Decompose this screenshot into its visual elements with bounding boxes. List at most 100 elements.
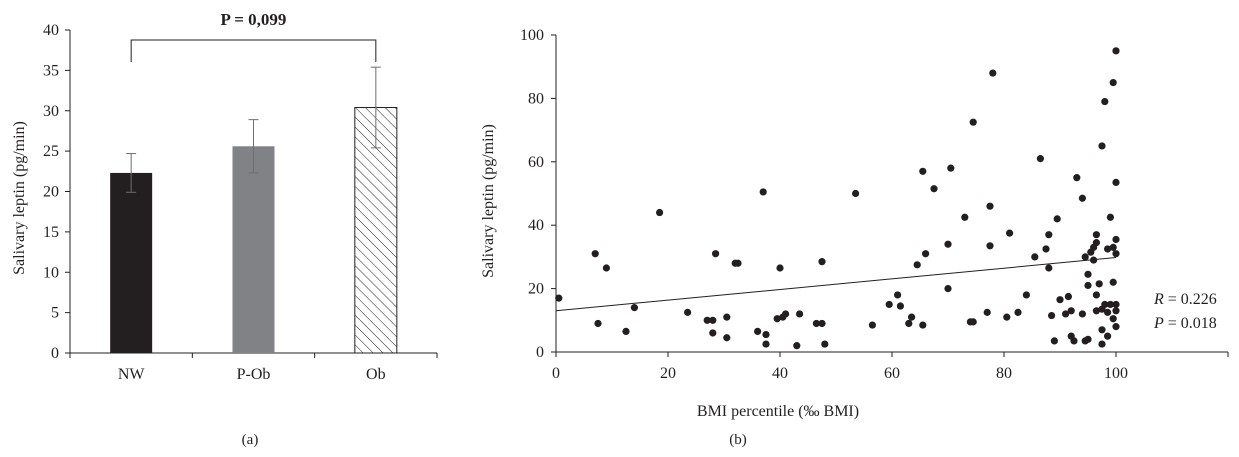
correlation-stats: R = 0.226 P = 0.018 [1153, 291, 1217, 332]
p-value: = 0.018 [1164, 315, 1217, 332]
x-tick-label: P-Ob [237, 366, 271, 383]
y-tick-label: 25 [43, 143, 59, 160]
data-point [1098, 326, 1106, 334]
y-tick-label: 10 [43, 264, 59, 281]
data-point [734, 259, 742, 267]
data-point [818, 258, 826, 266]
y-tick-label: 80 [528, 90, 544, 107]
data-point [1109, 278, 1117, 286]
y-tick-label: 40 [528, 217, 544, 234]
data-point [1084, 281, 1092, 290]
data-point [1067, 307, 1075, 315]
data-point [944, 240, 952, 248]
data-point [1112, 235, 1120, 244]
data-point [594, 319, 602, 328]
data-point [723, 334, 731, 342]
data-point [782, 310, 790, 318]
y-tick-label: 5 [51, 305, 59, 322]
scatter-points [555, 47, 1120, 350]
data-point [709, 316, 717, 324]
x-tick-label: 60 [884, 365, 900, 382]
data-point [1112, 307, 1120, 315]
y-axis-title: Salivary leptin (pg/min) [480, 124, 497, 278]
data-point [1053, 215, 1061, 223]
data-point [908, 313, 916, 321]
data-point [773, 315, 781, 323]
y-tick-label: 60 [528, 154, 544, 171]
data-point [1092, 307, 1100, 315]
data-point [969, 118, 977, 126]
data-point [1104, 332, 1112, 340]
p-statistic: P = 0.018 [1153, 315, 1217, 332]
x-axis: NW P-Ob Ob [69, 352, 438, 383]
scatter-chart-panel: Salivary leptin (pg/min) BMI percentile … [480, 27, 1229, 448]
data-point [793, 342, 801, 350]
data-point [919, 321, 927, 329]
data-point [913, 261, 921, 269]
y-tick-label: 20 [43, 184, 59, 201]
data-point [1084, 270, 1092, 278]
data-point [944, 285, 952, 293]
data-point [894, 291, 902, 299]
data-point [961, 213, 969, 221]
data-point [852, 189, 860, 198]
significance-label: P = 0,099 [221, 10, 287, 29]
x-tick-label: 20 [660, 365, 676, 382]
data-point [555, 294, 563, 302]
data-point [1003, 313, 1011, 321]
data-point [885, 300, 893, 309]
y-tick-label: 0 [536, 344, 544, 361]
r-label: R [1153, 291, 1164, 308]
data-point [1045, 264, 1053, 272]
data-point [969, 318, 977, 326]
x-tick-label: 100 [1104, 365, 1128, 382]
data-point [1084, 335, 1092, 343]
y-tick-label: 30 [43, 103, 59, 120]
data-point [986, 242, 994, 250]
data-point [1092, 239, 1100, 247]
y-axis-title: Salivary leptin (pg/min) [11, 121, 28, 275]
bar-p-ob [232, 146, 275, 353]
data-point [1092, 231, 1100, 239]
data-point [812, 319, 821, 328]
data-point [1112, 178, 1120, 187]
data-point [1101, 97, 1109, 106]
x-axis: 0 20 40 60 80 100 [552, 351, 1229, 382]
y-axis: 0 5 10 15 20 25 30 35 40 [43, 22, 71, 362]
data-point [1109, 315, 1117, 323]
data-point [684, 308, 692, 316]
bar-ob [354, 107, 398, 354]
bars [110, 107, 398, 354]
data-point [1070, 337, 1078, 345]
data-point [1078, 194, 1086, 202]
data-point [754, 327, 762, 335]
x-tick-label: 80 [996, 365, 1012, 382]
data-point [762, 340, 770, 348]
data-point [1101, 300, 1109, 309]
data-point [1104, 245, 1112, 253]
data-point [821, 340, 829, 348]
data-point [762, 330, 770, 339]
data-point [1078, 310, 1086, 318]
data-point [947, 164, 955, 172]
y-tick-label: 20 [528, 281, 544, 298]
data-point [989, 69, 997, 77]
bracket-line [130, 39, 377, 62]
y-tick-label: 40 [43, 22, 59, 39]
data-point [1064, 292, 1072, 301]
data-point [1112, 300, 1120, 309]
data-point [630, 304, 639, 312]
data-point [1092, 291, 1100, 299]
data-point [1104, 308, 1112, 316]
data-point [703, 316, 711, 324]
data-point [1042, 245, 1050, 253]
r-value: = 0.226 [1164, 291, 1217, 308]
data-point [1056, 296, 1064, 304]
x-tick-label: Ob [366, 366, 386, 383]
data-point [1090, 256, 1098, 264]
data-point [1022, 291, 1030, 299]
data-point [1048, 311, 1056, 320]
data-point [930, 185, 938, 193]
data-point [919, 167, 927, 175]
